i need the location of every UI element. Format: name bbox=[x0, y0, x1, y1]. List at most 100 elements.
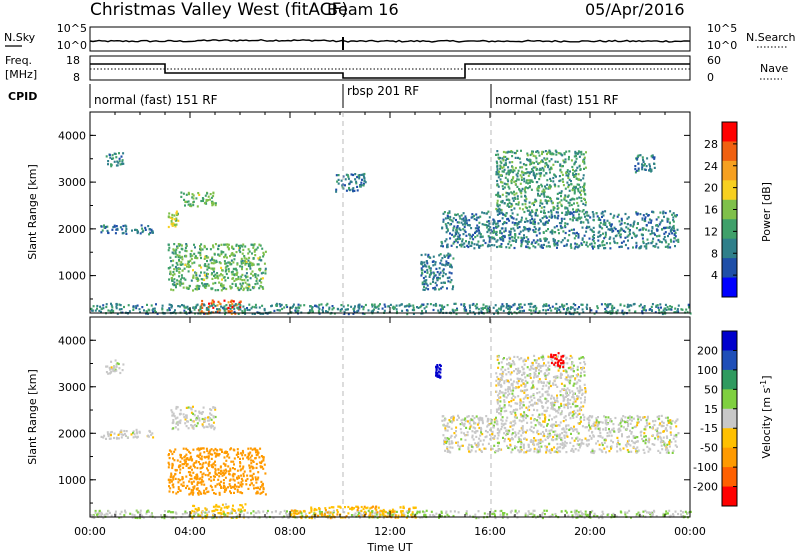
power-cell bbox=[659, 221, 662, 224]
power-cell bbox=[527, 238, 530, 241]
power-cell bbox=[241, 268, 243, 271]
velocity-cell bbox=[181, 513, 184, 516]
velocity-cell bbox=[457, 511, 460, 514]
power-cell bbox=[210, 200, 213, 203]
power-cell bbox=[503, 163, 506, 166]
velocity-cell bbox=[624, 511, 627, 514]
power-cell bbox=[119, 226, 122, 229]
velocity-cell bbox=[220, 486, 223, 489]
power-cell bbox=[233, 310, 236, 313]
power-cell bbox=[395, 308, 398, 311]
power-cell bbox=[478, 231, 481, 234]
power-cell bbox=[383, 303, 386, 306]
power-cell bbox=[207, 308, 210, 311]
power-cell bbox=[504, 229, 507, 232]
power-cell bbox=[546, 220, 549, 223]
power-cell bbox=[583, 160, 586, 164]
power-cell bbox=[303, 304, 306, 307]
velocity-cell bbox=[190, 424, 193, 427]
velocity-cell bbox=[278, 512, 281, 515]
power-cell bbox=[562, 306, 565, 309]
velocity-cell bbox=[190, 481, 193, 484]
power-cell bbox=[603, 219, 606, 222]
power-cell bbox=[447, 256, 450, 259]
velocity-cell bbox=[174, 511, 177, 514]
power-cell bbox=[496, 168, 499, 172]
power-cell bbox=[603, 237, 606, 240]
power-cell bbox=[641, 234, 644, 237]
power-cell bbox=[174, 309, 176, 312]
power-cell bbox=[195, 274, 198, 277]
power-cell bbox=[512, 177, 514, 180]
power-cell bbox=[104, 225, 107, 229]
power-cell bbox=[112, 310, 115, 313]
power-cell bbox=[501, 185, 504, 188]
power-cell bbox=[655, 218, 658, 221]
velocity-cell bbox=[308, 511, 311, 514]
velocity-cell bbox=[260, 461, 263, 465]
power-cell bbox=[620, 245, 623, 248]
power-cell bbox=[650, 309, 653, 312]
power-cell bbox=[461, 240, 464, 243]
power-cell bbox=[213, 253, 216, 256]
power-cell bbox=[105, 155, 108, 158]
velocity-cell bbox=[397, 514, 400, 517]
power-cell bbox=[655, 228, 658, 231]
power-cell bbox=[234, 268, 237, 271]
power-cell bbox=[583, 197, 586, 200]
velocity-cell bbox=[176, 406, 179, 409]
power-cell bbox=[420, 274, 423, 277]
power-cell bbox=[487, 307, 489, 310]
velocity-cell bbox=[98, 512, 101, 515]
power-cell bbox=[224, 312, 226, 316]
power-cell bbox=[569, 244, 572, 247]
power-cell bbox=[463, 229, 466, 232]
power-cell bbox=[461, 243, 464, 246]
power-cell bbox=[466, 224, 469, 227]
power-cell bbox=[663, 215, 665, 218]
power-cell bbox=[239, 308, 242, 311]
velocity-cell bbox=[139, 509, 142, 512]
power-cell bbox=[578, 178, 581, 181]
power-cell bbox=[442, 281, 445, 284]
power-cell bbox=[146, 303, 148, 306]
power-cell bbox=[529, 212, 532, 215]
power-cell bbox=[442, 307, 444, 311]
power-cell bbox=[605, 225, 608, 228]
velocity-cell bbox=[308, 516, 311, 519]
velocity-cell bbox=[343, 511, 346, 514]
velocity-cell bbox=[357, 510, 360, 513]
power-cell bbox=[624, 230, 627, 233]
power-cell bbox=[176, 279, 179, 282]
power-cell bbox=[481, 211, 484, 214]
power-cell bbox=[532, 220, 535, 223]
power-cell bbox=[197, 192, 200, 195]
velocity-cell bbox=[233, 468, 236, 471]
velocity-cell bbox=[258, 488, 261, 491]
velocity-cell bbox=[376, 516, 379, 519]
power-cell bbox=[454, 231, 457, 234]
power-cell bbox=[519, 303, 522, 306]
velocity-cell bbox=[188, 480, 191, 483]
power-cell bbox=[516, 172, 519, 175]
power-cell bbox=[232, 247, 235, 250]
power-cell bbox=[598, 225, 601, 228]
power-cell bbox=[561, 211, 564, 214]
velocity-cell bbox=[256, 478, 259, 481]
velocity-cell bbox=[115, 436, 118, 439]
velocity-cell bbox=[186, 449, 189, 452]
power-cell bbox=[560, 204, 563, 208]
power-cell bbox=[465, 217, 468, 220]
power-cell bbox=[651, 303, 654, 306]
power-cell bbox=[592, 226, 595, 229]
power-cell bbox=[99, 305, 102, 308]
power-cell bbox=[670, 227, 673, 231]
power-cell bbox=[294, 309, 297, 312]
power-cell bbox=[235, 251, 238, 254]
power-cell bbox=[215, 276, 218, 279]
velocity-cell bbox=[170, 480, 173, 483]
velocity-cell bbox=[208, 472, 211, 475]
velocity-cell bbox=[247, 487, 250, 490]
power-cell bbox=[136, 231, 139, 235]
velocity-cell bbox=[105, 437, 107, 440]
